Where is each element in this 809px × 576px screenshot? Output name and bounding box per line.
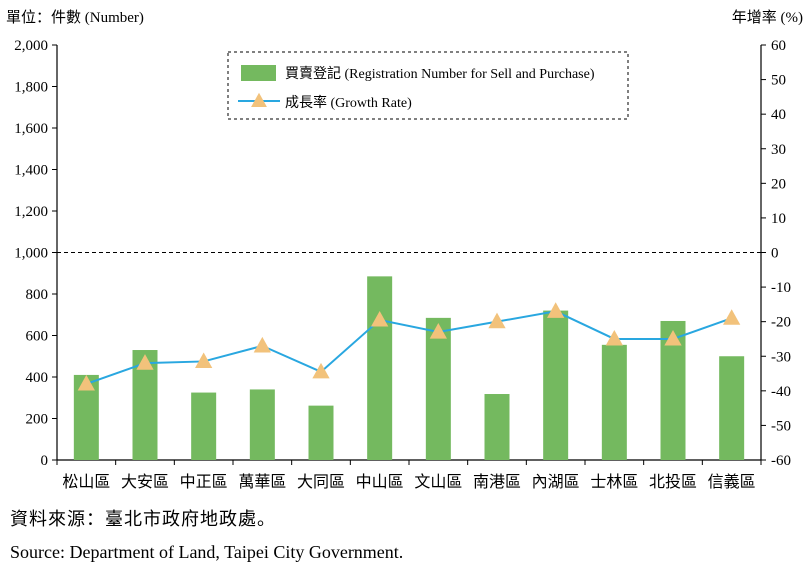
x-tick-label: 文山區	[414, 473, 462, 491]
right-tick-label: -10	[771, 280, 791, 296]
x-tick-label: 大同區	[297, 473, 345, 491]
chart: 02004006008001,0001,2001,4001,6001,8002,…	[6, 9, 803, 491]
x-tick-label: 士林區	[590, 473, 638, 491]
bar-中正區	[191, 392, 217, 460]
right-tick-label: -50	[771, 418, 791, 434]
left-axis-unit: 單位：件數 (Number)	[6, 9, 144, 26]
left-tick-label: 800	[26, 287, 49, 303]
right-tick-label: -30	[771, 349, 791, 365]
right-tick-label: 0	[771, 246, 779, 262]
x-tick-label: 北投區	[649, 473, 697, 491]
bar-中山區	[367, 276, 393, 460]
bar-南港區	[484, 394, 510, 460]
bar-士林區	[601, 344, 627, 460]
left-tick-label: 1,400	[14, 163, 48, 179]
x-tick-label: 萬華區	[238, 473, 286, 491]
left-tick-label: 2,000	[14, 38, 48, 54]
left-tick-label: 400	[26, 370, 49, 386]
left-tick-label: 1,800	[14, 80, 48, 96]
growth-rate-marker-萬華區	[253, 336, 271, 353]
growth-rate-marker-文山區	[429, 323, 447, 339]
right-tick-label: -20	[771, 315, 791, 331]
legend-line-marker	[251, 92, 267, 108]
x-tick-label: 內湖區	[532, 473, 580, 491]
bar-內湖區	[543, 310, 569, 460]
legend-bar-label: 買賣登記 (Registration Number for Sell and P…	[285, 65, 595, 82]
right-tick-label: 20	[771, 176, 786, 192]
source-note-chinese: 資料來源：臺北市政府地政處。	[10, 509, 276, 529]
right-tick-label: 60	[771, 38, 786, 54]
growth-rate-line	[85, 310, 733, 385]
growth-rate-marker-松山區	[77, 374, 95, 391]
left-tick-label: 1,600	[14, 121, 48, 137]
legend-box	[227, 51, 629, 120]
right-tick-label: -40	[771, 384, 791, 400]
growth-rate-marker-信義區	[723, 309, 741, 325]
growth-rate-marker-北投區	[664, 329, 682, 346]
growth-rate-marker-士林區	[605, 329, 623, 346]
right-tick-label: 30	[771, 142, 786, 158]
growth-rate-marker-中山區	[371, 310, 389, 327]
x-tick-label: 大安區	[121, 473, 169, 491]
left-tick-label: 200	[26, 412, 49, 428]
x-tick-label: 中正區	[180, 473, 228, 491]
left-tick-label: 600	[26, 329, 49, 345]
right-axis-unit: 年增率 (%)	[732, 9, 803, 26]
x-tick-label: 中山區	[356, 473, 404, 491]
source-note-english: Source: Department of Land, Taipei City …	[10, 542, 404, 562]
bar-大同區	[308, 405, 334, 460]
bar-萬華區	[249, 389, 275, 460]
right-tick-label: 50	[771, 73, 786, 89]
left-tick-label: 0	[41, 453, 49, 469]
bar-文山區	[425, 317, 451, 460]
bar-信義區	[719, 356, 745, 460]
growth-rate-marker-內湖區	[547, 302, 565, 318]
growth-rate-marker-南港區	[488, 312, 506, 329]
right-tick-label: -60	[771, 453, 791, 469]
x-tick-label: 松山區	[62, 473, 110, 491]
right-tick-label: 10	[771, 211, 786, 227]
growth-rate-marker-中正區	[195, 352, 213, 369]
right-tick-label: 40	[771, 107, 786, 123]
x-tick-label: 南港區	[473, 473, 521, 491]
legend-bar-swatch	[241, 65, 276, 81]
left-tick-label: 1,000	[14, 246, 48, 262]
legend-line-label: 成長率 (Growth Rate)	[285, 94, 412, 111]
left-tick-label: 1,200	[14, 204, 48, 220]
x-tick-label: 信義區	[708, 473, 756, 491]
growth-rate-marker-大安區	[136, 354, 154, 370]
growth-rate-marker-大同區	[312, 362, 330, 379]
